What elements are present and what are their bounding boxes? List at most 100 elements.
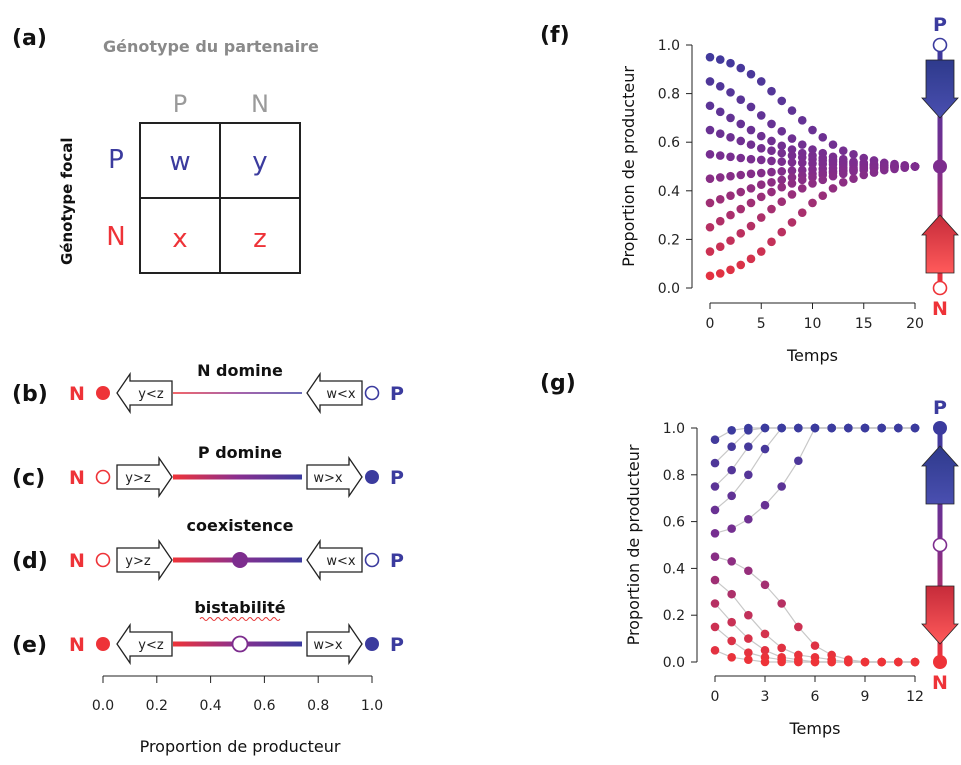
data-point xyxy=(827,657,836,667)
panel-c: (c) P domine y>z w>x N P xyxy=(12,443,404,499)
row-header-n: N xyxy=(106,222,125,252)
data-point xyxy=(844,657,853,667)
left-end-dot xyxy=(95,469,111,485)
side-mid-dot xyxy=(933,159,947,174)
data-point xyxy=(794,657,803,667)
left-end-dot xyxy=(96,637,110,651)
data-point xyxy=(760,580,770,590)
side-bottom-label: N xyxy=(932,672,948,694)
data-point xyxy=(710,622,720,632)
data-point xyxy=(744,648,753,657)
data-point xyxy=(746,69,756,79)
data-point xyxy=(827,423,836,433)
side-bottom-dot xyxy=(932,280,948,296)
data-point xyxy=(818,133,828,142)
data-point xyxy=(777,96,787,106)
y-tick-label: 0.4 xyxy=(658,184,680,200)
data-point xyxy=(787,158,797,167)
data-point xyxy=(756,111,766,120)
data-point xyxy=(794,622,803,632)
data-point xyxy=(777,643,786,653)
data-point xyxy=(726,152,735,162)
y-tick-label: 0.4 xyxy=(663,561,685,577)
data-point xyxy=(787,173,797,182)
data-point xyxy=(744,426,753,435)
data-point xyxy=(910,423,920,433)
left-end-label: N xyxy=(69,383,85,405)
side-top-label: P xyxy=(933,14,947,36)
side-arrow-up xyxy=(921,214,959,274)
panel-label: (d) xyxy=(12,549,48,574)
data-point xyxy=(808,125,817,135)
data-point xyxy=(705,52,715,62)
right-end-dot xyxy=(364,385,380,401)
y-tick-label: 0.8 xyxy=(663,468,685,484)
series-2 xyxy=(710,423,920,491)
x-axis-label: Temps xyxy=(789,719,841,738)
y-tick-label: 0.6 xyxy=(658,135,680,151)
cell-w: w xyxy=(169,147,190,177)
panel-label: (e) xyxy=(12,633,47,658)
data-point xyxy=(760,657,770,667)
data-point xyxy=(746,154,756,164)
panel-label: (c) xyxy=(12,466,45,491)
axis-tick-label: 0.0 xyxy=(92,698,114,714)
left-arrow-label: y>z xyxy=(125,554,151,569)
data-point xyxy=(894,657,903,667)
data-point xyxy=(727,589,736,599)
right-end-label: P xyxy=(390,383,404,405)
data-point xyxy=(715,129,725,138)
data-point xyxy=(838,146,848,156)
data-point xyxy=(710,575,720,585)
data-point xyxy=(900,163,910,173)
col-header-n: N xyxy=(251,90,269,118)
data-point xyxy=(910,657,920,667)
series-9 xyxy=(705,162,920,281)
data-point xyxy=(818,191,828,200)
data-point xyxy=(777,423,786,433)
y-tick-label: 0.6 xyxy=(663,515,685,531)
side-top-dot xyxy=(933,421,947,435)
data-point xyxy=(777,599,786,608)
y-tick-label: 1.0 xyxy=(663,421,685,437)
data-point xyxy=(828,140,838,149)
data-point xyxy=(767,237,776,247)
side-arrow-down xyxy=(921,59,959,119)
data-point xyxy=(818,175,828,185)
data-point xyxy=(715,216,725,226)
data-point xyxy=(756,168,766,178)
data-point xyxy=(810,641,820,650)
data-point xyxy=(787,190,797,199)
data-point xyxy=(777,157,787,166)
data-point xyxy=(808,179,817,188)
panel-b: (b) N domine y<z w<x N P xyxy=(12,361,404,415)
data-point xyxy=(787,134,797,143)
data-point xyxy=(736,153,746,163)
y-tick-label: 0.8 xyxy=(658,87,680,103)
data-point xyxy=(877,423,886,433)
panel-g: (g) 0.0 0.2 0.4 0.6 0.8 1.0 0 3 6 9 12 Temps Proporti… xyxy=(540,371,959,738)
axis-tick-label: 1.0 xyxy=(361,698,383,714)
row-header-p: P xyxy=(108,145,124,175)
data-point xyxy=(726,265,735,275)
data-point xyxy=(869,168,879,177)
data-point xyxy=(736,187,746,197)
spellcheck-underline xyxy=(199,617,281,621)
left-end-dot xyxy=(95,552,111,568)
data-point xyxy=(760,629,770,639)
data-point xyxy=(756,131,766,141)
line-panels-axis: 0.0 0.2 0.4 0.6 0.8 1.0 Proportion de product… xyxy=(92,675,383,756)
data-point xyxy=(744,655,753,664)
x-tick-label: 5 xyxy=(757,316,766,332)
axis-tick-label: 0.6 xyxy=(253,698,275,714)
data-point xyxy=(710,599,720,608)
data-point xyxy=(710,458,720,468)
data-point xyxy=(760,646,770,655)
data-point xyxy=(797,158,807,168)
side-top-label: P xyxy=(933,397,947,419)
data-point xyxy=(828,171,838,181)
series-4 xyxy=(710,423,920,538)
data-point xyxy=(760,500,770,510)
data-point xyxy=(760,444,770,454)
